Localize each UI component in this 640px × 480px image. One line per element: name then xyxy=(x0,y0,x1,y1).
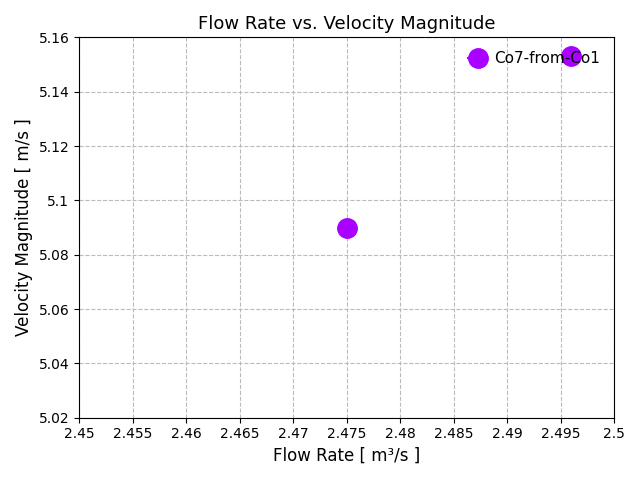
Point xyxy=(342,224,352,231)
X-axis label: Flow Rate [ m³/s ]: Flow Rate [ m³/s ] xyxy=(273,447,420,465)
Point xyxy=(566,52,577,60)
Y-axis label: Velocity Magnitude [ m/s ]: Velocity Magnitude [ m/s ] xyxy=(15,119,33,336)
Title: Flow Rate vs. Velocity Magnitude: Flow Rate vs. Velocity Magnitude xyxy=(198,15,495,33)
Legend: Co7-from-Co1: Co7-from-Co1 xyxy=(462,45,607,72)
